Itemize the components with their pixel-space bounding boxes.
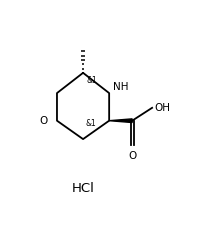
Text: &1: &1 bbox=[85, 119, 96, 128]
Text: OH: OH bbox=[154, 103, 170, 113]
Text: NH: NH bbox=[113, 82, 129, 92]
Text: HCl: HCl bbox=[72, 182, 94, 195]
Text: &1: &1 bbox=[87, 76, 98, 85]
Text: O: O bbox=[128, 151, 136, 161]
Polygon shape bbox=[109, 119, 132, 123]
Text: O: O bbox=[40, 116, 48, 126]
